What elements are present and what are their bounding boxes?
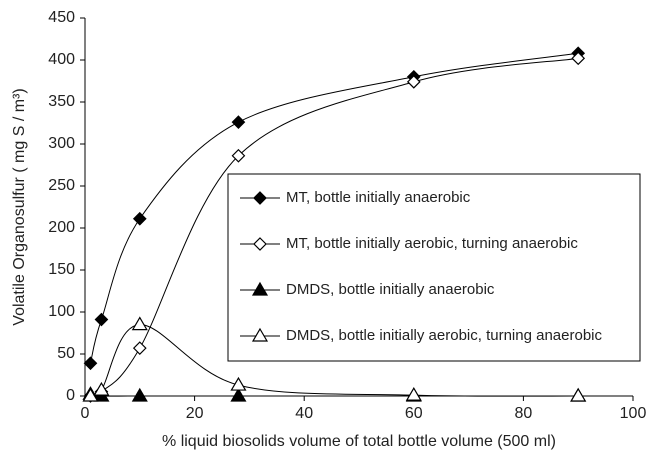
x-tick-label: 40 [295,405,313,422]
marker [131,387,148,402]
x-tick-label: 0 [81,405,90,422]
marker [570,387,587,402]
marker [132,341,147,355]
legend-box [227,173,641,362]
y-tick-label: 50 [57,345,75,362]
marker [93,381,110,396]
legend-marker [251,327,269,342]
y-axis-label: Volatile Organosulfur ( mg S / m³) [11,88,28,325]
marker [571,51,586,66]
marker [231,115,246,130]
marker [405,386,422,401]
legend: MT, bottle initially anaerobic MT, bottle… [227,173,641,362]
marker [230,376,247,391]
marker [94,312,109,327]
x-axis-label: % liquid biosolids volume of total bottl… [162,433,556,450]
marker [406,74,421,89]
marker [83,356,98,371]
legend-label: DMDS, bottle initially anaerobic [286,281,495,298]
x-tick-label: 100 [620,405,647,422]
y-tick-label: 150 [48,261,75,278]
x-tick-label: 60 [405,405,423,422]
legend-label: DMDS, bottle initially aerobic, turning … [286,327,602,344]
marker [230,387,247,402]
y-tick-label: 300 [48,135,75,152]
legend-marker [253,191,267,205]
marker [231,148,246,163]
legend-marker [253,237,267,251]
marker [131,316,148,331]
x-tick-label: 80 [515,405,533,422]
legend-marker [251,281,269,296]
y-tick-label: 0 [66,387,75,404]
legend-label: MT, bottle initially anaerobic [286,189,471,206]
x-tick-label: 20 [186,405,204,422]
y-tick-label: 100 [48,303,75,320]
y-tick-label: 450 [48,9,75,26]
marker [132,211,147,226]
y-tick-label: 200 [48,219,75,236]
legend-label: MT, bottle initially aerobic, turning an… [286,235,578,252]
y-tick-label: 250 [48,177,75,194]
y-tick-label: 350 [48,93,75,110]
y-tick-label: 400 [48,51,75,68]
